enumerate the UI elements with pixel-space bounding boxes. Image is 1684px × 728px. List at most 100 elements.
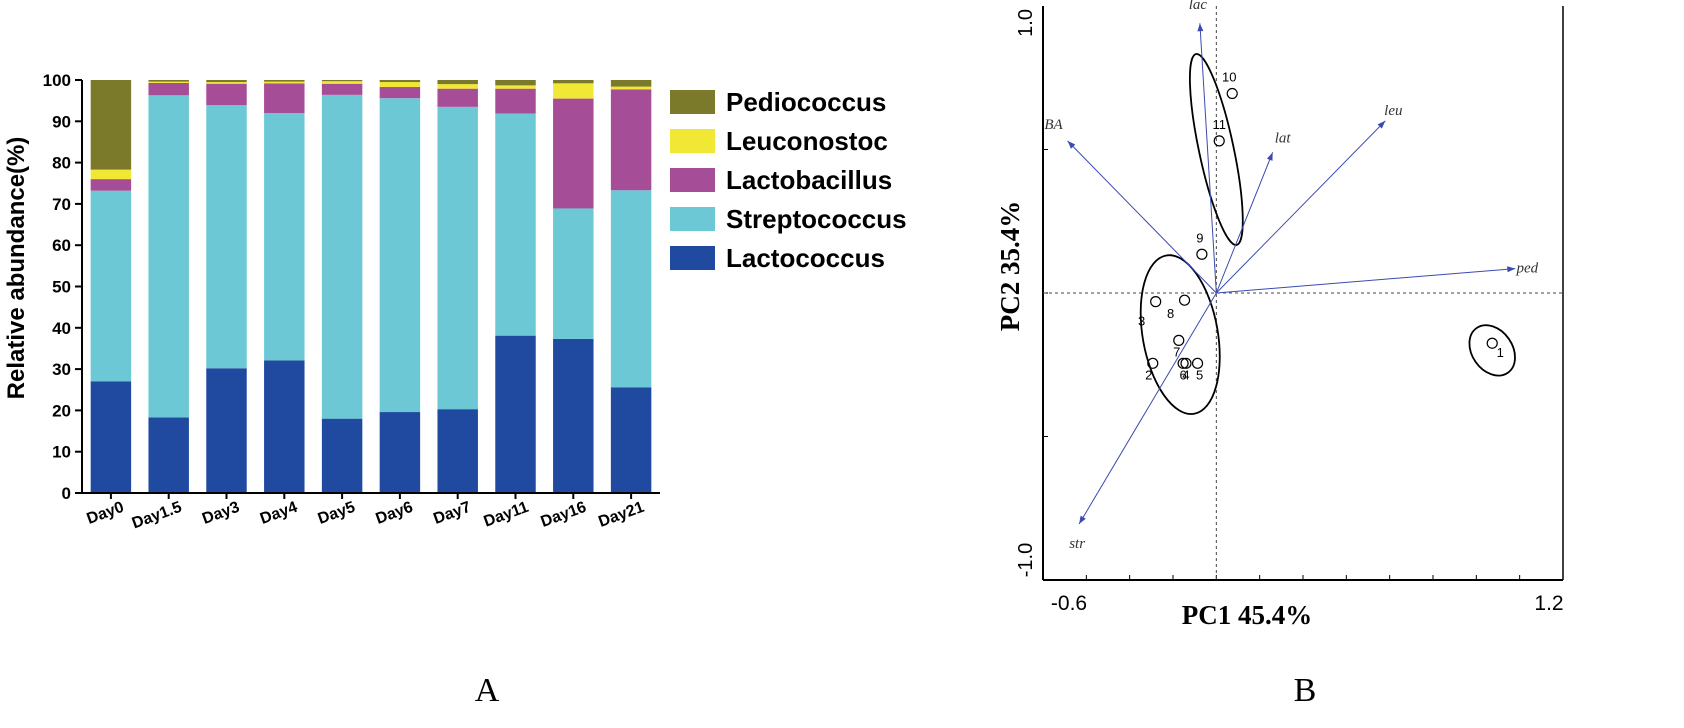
x-tick-label: Day1.5 xyxy=(130,499,184,533)
bar-segment-pediococcus-day4 xyxy=(264,80,305,82)
y-tick-label: 60 xyxy=(52,236,71,255)
panel-a-caption: A xyxy=(475,672,500,709)
vector-BA xyxy=(1067,140,1217,294)
legend-swatch-pediococcus xyxy=(670,90,715,114)
bar-segment-leuconostoc-day21 xyxy=(610,86,652,90)
y-tick-label: 80 xyxy=(52,154,71,173)
vector-label-lat: lat xyxy=(1275,130,1292,146)
vector-arrowhead-lat xyxy=(1266,152,1273,161)
bar-segment-pediococcus-day7 xyxy=(437,80,478,85)
bar-segment-leuconostoc-day6 xyxy=(379,82,421,88)
vector-arrowhead-str xyxy=(1079,515,1086,525)
panel-b-pca-biplot: 1.0 -1.0 -0.6 1.2 lac BA lat leu ped str 1 2 3 4 56 7… xyxy=(995,0,1564,709)
vector-arrowhead-leu xyxy=(1377,120,1386,129)
sample-label-11: 11 xyxy=(1212,117,1226,132)
y-axis-title: Relative abundance(%) xyxy=(3,137,30,400)
bar-segment-lactobacillus-day21 xyxy=(610,89,652,191)
y-tick-label: 1.0 xyxy=(1015,9,1037,37)
x-tick-label: Day5 xyxy=(316,499,358,528)
x-axis-title: PC1 45.4% xyxy=(1182,600,1313,630)
legend-label-lactobacillus: Lactobacillus xyxy=(726,165,892,195)
bar-segment-leuconostoc-day16 xyxy=(553,83,594,99)
vector-leu xyxy=(1215,120,1386,294)
vector-label-str: str xyxy=(1069,536,1085,552)
loading-vectors: lac BA lat leu ped str xyxy=(1044,0,1538,552)
bar-segment-pediococcus-day1-5 xyxy=(148,80,189,82)
vector-arrowhead-BA xyxy=(1067,140,1076,149)
y-tick-label: 50 xyxy=(52,278,71,297)
bar-segment-lactobacillus-day7 xyxy=(437,88,478,107)
legend-label-leuconostoc: Leuconostoc xyxy=(726,126,888,156)
bar-segment-leuconostoc-day5 xyxy=(321,81,363,84)
bar-segment-streptococcus-day6 xyxy=(379,98,421,413)
bar-segment-streptococcus-day21 xyxy=(610,190,652,388)
bar-segment-streptococcus-day16 xyxy=(553,208,594,339)
bar-segment-leuconostoc-day7 xyxy=(437,84,478,89)
vector-lac xyxy=(1199,23,1217,294)
vector-label-lac: lac xyxy=(1189,0,1208,13)
bar-segment-streptococcus-day0 xyxy=(90,190,132,382)
vector-ped xyxy=(1216,268,1516,294)
sample-label-10: 10 xyxy=(1222,70,1236,85)
x-tick-label: 1.2 xyxy=(1534,592,1563,615)
bar-segment-lactobacillus-day3 xyxy=(206,83,247,106)
bar-segment-lactobacillus-day0 xyxy=(90,179,132,191)
sample-label-3: 3 xyxy=(1138,314,1145,329)
sample-point-9 xyxy=(1196,248,1208,260)
group-ellipse xyxy=(1468,324,1516,377)
bar-segment-lactococcus-day5 xyxy=(321,418,363,493)
bar-segment-lactococcus-day7 xyxy=(437,409,478,493)
y-tick-label: 40 xyxy=(52,319,71,338)
group-ellipses xyxy=(1139,53,1516,415)
legend-label-streptococcus: Streptococcus xyxy=(726,204,907,234)
bar-segment-streptococcus-day7 xyxy=(437,106,478,410)
legend: Pediococcus Leuconostoc Lactobacillus Strep… xyxy=(670,87,907,273)
stacked-bars xyxy=(90,80,652,493)
legend-swatch-lactococcus xyxy=(670,246,715,270)
bar-segment-lactobacillus-day11 xyxy=(495,88,536,114)
bar-segment-lactobacillus-day5 xyxy=(321,83,363,95)
bar-segment-lactococcus-day21 xyxy=(610,387,652,493)
x-tick-label: Day6 xyxy=(374,499,416,528)
vector-label-ped: ped xyxy=(1515,261,1538,277)
sample-label-6: 6 xyxy=(1179,367,1186,382)
sample-point-4 xyxy=(1180,357,1192,369)
y-tick-label: 90 xyxy=(52,112,71,131)
legend-swatch-streptococcus xyxy=(670,207,715,231)
bar-segment-lactococcus-day4 xyxy=(264,360,305,493)
x-tick-label: -0.6 xyxy=(1051,592,1087,615)
y-tick-label: 30 xyxy=(52,360,71,379)
sample-label-2: 2 xyxy=(1145,367,1152,382)
sample-point-8 xyxy=(1178,294,1191,306)
y-tick-label: -1.0 xyxy=(1015,543,1037,577)
x-tick-label: Day16 xyxy=(539,499,589,531)
bar-segment-leuconostoc-day11 xyxy=(495,85,536,89)
sample-point-1 xyxy=(1486,337,1498,349)
sample-label-4: 4 xyxy=(1182,367,1189,382)
bar-segment-leuconostoc-day4 xyxy=(264,81,305,84)
sample-label-8: 8 xyxy=(1167,306,1174,321)
sample-point-10 xyxy=(1226,87,1238,100)
bar-segment-pediococcus-day3 xyxy=(206,80,247,83)
vector-label-BA: BA xyxy=(1044,117,1063,133)
legend-label-pediococcus: Pediococcus xyxy=(726,87,886,117)
bar-segment-streptococcus-day3 xyxy=(206,105,247,369)
panel-b-caption: B xyxy=(1294,672,1317,709)
y-axis-title: PC2 35.4% xyxy=(995,201,1025,332)
sample-point-11 xyxy=(1213,135,1225,147)
bar-segment-lactobacillus-day4 xyxy=(264,83,305,114)
sample-point-3 xyxy=(1150,296,1162,308)
bar-segment-leuconostoc-day3 xyxy=(206,82,247,84)
x-axis: Day0 Day1.5 Day3 Day4 Day5 Day6 Day7 Day11 Day16… xyxy=(81,492,660,533)
y-tick-label: 100 xyxy=(43,71,71,90)
bar-segment-lactobacillus-day16 xyxy=(553,98,594,209)
bar-segment-lactobacillus-day6 xyxy=(379,87,421,99)
y-tick-label: 10 xyxy=(52,443,71,462)
x-tick-label: Day4 xyxy=(258,499,300,528)
bar-segment-streptococcus-day4 xyxy=(264,113,305,361)
bar-segment-leuconostoc-day0 xyxy=(90,169,132,180)
sample-point-6 xyxy=(1177,357,1189,369)
bar-segment-streptococcus-day1-5 xyxy=(148,95,189,418)
vector-str xyxy=(1078,292,1217,525)
